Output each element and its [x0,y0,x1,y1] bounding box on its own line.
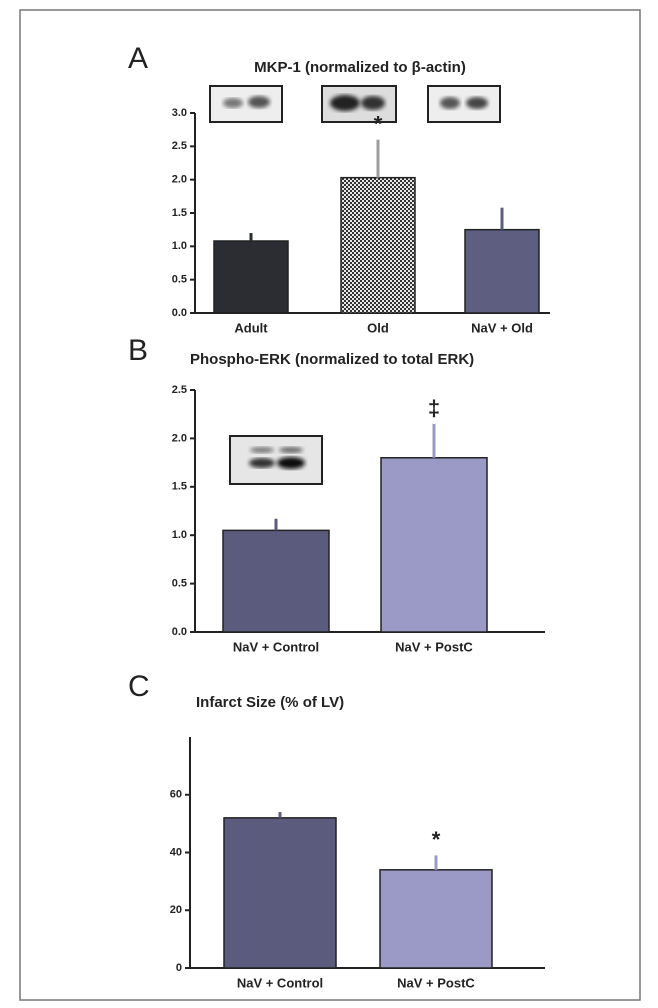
y-tick-label: 2.5 [172,384,187,396]
y-tick-label: 3.0 [172,107,187,119]
bar [224,818,336,968]
y-tick-label: 1.5 [172,481,187,493]
y-tick-label: 0.0 [172,307,187,319]
chart-title: Infarct Size (% of LV) [196,694,344,711]
bar [341,178,415,313]
annotation: * [374,111,383,136]
x-tick-label: NaV + PostC [397,975,475,990]
y-tick-label: 0 [176,962,182,974]
page: {"chart_data": [ {"type": "bar", "panel"… [0,0,658,1008]
y-tick-label: 2.5 [172,140,187,152]
bar [381,458,487,632]
y-tick-label: 0.5 [172,274,187,286]
y-tick-label: 2.0 [172,432,187,444]
annotation: ‡ [428,396,440,421]
chart-title: Phospho-ERK (normalized to total ERK) [190,351,474,368]
bar [223,530,329,632]
panel-label: C [128,670,150,703]
y-tick-label: 20 [170,904,182,916]
x-tick-label: NaV + PostC [395,639,473,654]
y-tick-label: 1.5 [172,207,187,219]
chart-title: MKP-1 (normalized to β-actin) [254,59,466,76]
y-tick-label: 60 [170,789,182,801]
x-tick-label: Adult [234,320,268,335]
y-tick-label: 0.0 [172,626,187,638]
panel-label: B [128,334,148,367]
bar [214,241,288,313]
y-tick-label: 2.0 [172,174,187,186]
annotation: * [432,827,441,852]
y-tick-label: 1.0 [172,529,187,541]
x-tick-label: NaV + Control [237,975,323,990]
figure: A MKP-1 (normalized to β-actin) 0.0 0.5 1.0 1… [0,0,658,1008]
bar [465,230,539,313]
x-tick-label: NaV + Old [471,320,533,335]
y-tick-label: 1.0 [172,240,187,252]
y-tick-label: 40 [170,846,182,858]
panel-label: A [128,42,148,75]
y-tick-label: 0.5 [172,578,187,590]
bar [380,870,492,968]
x-tick-label: Old [367,320,389,335]
x-tick-label: NaV + Control [233,639,319,654]
